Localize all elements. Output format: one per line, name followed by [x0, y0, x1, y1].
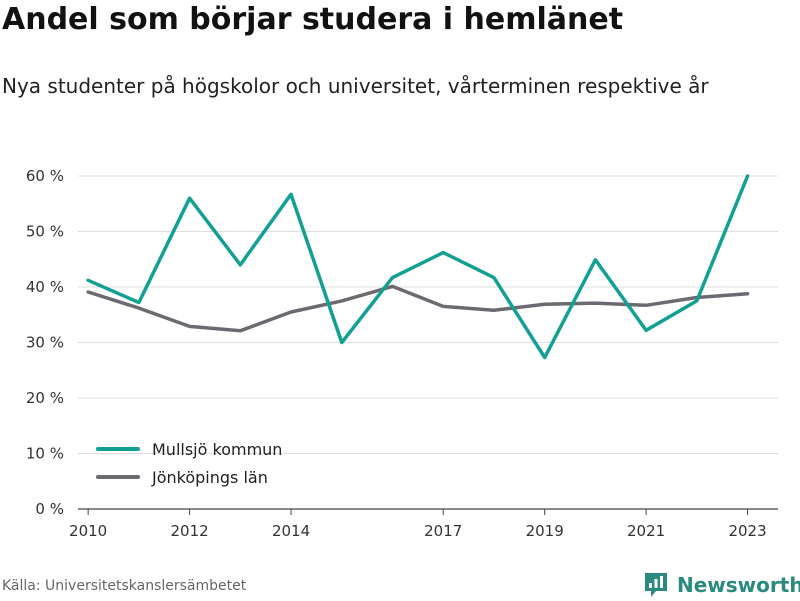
y-tick-label: 40 % — [26, 278, 64, 296]
y-tick-label: 60 % — [26, 167, 64, 185]
gridlines — [78, 175, 778, 510]
x-tick-label: 2019 — [526, 522, 564, 540]
y-tick-label: 10 % — [26, 445, 64, 463]
y-tick-label: 30 % — [26, 334, 64, 352]
series-line-1 — [86, 284, 750, 333]
x-tick-label: 2023 — [728, 522, 766, 540]
chart-title: Andel som börjar studera i hemlänet — [2, 2, 624, 37]
x-tick-label: 2021 — [627, 522, 665, 540]
y-tick-label: 20 % — [26, 389, 64, 407]
line-chart: 0 % 10 % 20 % 30 % 40 % 50 % 60 % 2010 2012 2014… — [26, 167, 778, 540]
brand-logo: Newsworthy — [643, 569, 800, 601]
legend: Mullsjö kommun Jönköpings län — [96, 440, 282, 487]
x-tick-label: 2014 — [272, 522, 310, 540]
brand-name: Newsworthy — [677, 573, 800, 597]
legend-label: Jönköpings län — [151, 468, 268, 487]
y-axis-ticks: 0 % 10 % 20 % 30 % 40 % 50 % 60 % — [26, 167, 64, 518]
x-tick-label: 2017 — [424, 522, 462, 540]
series-line-0 — [86, 174, 750, 360]
source-note: Källa: Universitetskanslersämbetet — [2, 578, 247, 594]
y-tick-label: 0 % — [35, 500, 64, 518]
x-tick-label: 2012 — [171, 522, 209, 540]
newsworthy-logo-icon — [645, 573, 667, 597]
legend-label: Mullsjö kommun — [152, 440, 282, 459]
series-lines — [86, 174, 750, 360]
x-tick-label: 2010 — [69, 522, 107, 540]
x-axis-ticks: 2010 2012 2014 2017 2019 2021 2023 — [69, 509, 767, 540]
y-tick-label: 50 % — [26, 223, 64, 241]
chart-subtitle: Nya studenter på högskolor och universit… — [2, 74, 709, 98]
